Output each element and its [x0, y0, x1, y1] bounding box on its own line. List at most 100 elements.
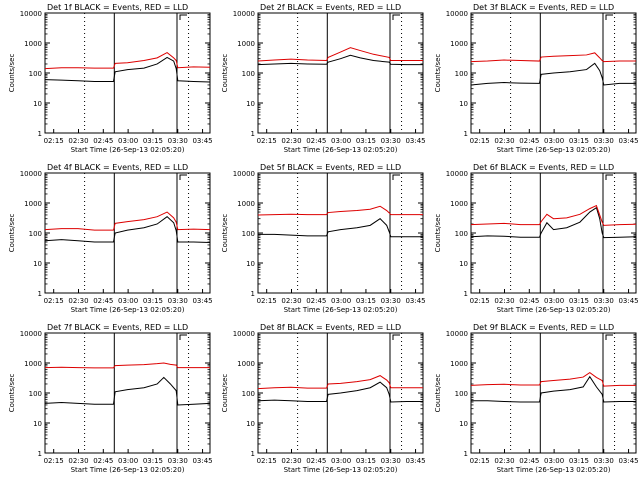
x-tick-label: 03:45 [192, 137, 212, 145]
x-tick-label: 03:30 [381, 457, 401, 465]
x-axis-label: Start Time (26-Sep-13 02:05:20) [284, 306, 398, 314]
y-tick-label: 10 [246, 100, 255, 108]
y-tick-label: 100 [242, 230, 255, 238]
x-tick-label: 03:30 [168, 137, 188, 145]
x-axis-label: Start Time (26-Sep-13 02:05:20) [71, 466, 185, 474]
y-tick-label: 10 [33, 100, 42, 108]
x-tick-label: 02:30 [68, 297, 88, 305]
y-axis-label: Counts/sec [221, 374, 229, 413]
y-tick-label: 1 [251, 290, 255, 298]
x-tick-label: 03:00 [331, 457, 351, 465]
y-axis-label: Counts/sec [434, 54, 442, 93]
x-tick-label: 02:15 [257, 297, 277, 305]
x-tick-label: 02:30 [494, 137, 514, 145]
y-tick-label: 10000 [20, 330, 42, 338]
x-tick-label: 03:00 [331, 137, 351, 145]
x-tick-label: 02:15 [44, 137, 64, 145]
x-tick-label: 03:30 [168, 297, 188, 305]
x-tick-label: 02:45 [93, 137, 113, 145]
x-tick-label: 02:30 [281, 137, 301, 145]
plot-frame [44, 332, 211, 454]
x-tick-label: 03:00 [544, 137, 564, 145]
events-series-line [470, 62, 636, 86]
events-series-line [257, 381, 423, 403]
x-axis-label: Start Time (26-Sep-13 02:05:20) [497, 306, 611, 314]
chart-title: Det 2f BLACK = Events, RED = LLD [260, 3, 401, 12]
y-tick-label: 1000 [450, 40, 468, 48]
x-tick-label: 02:15 [44, 457, 64, 465]
plot-frame [44, 172, 211, 294]
y-tick-label: 10000 [446, 10, 468, 18]
x-tick-label: 03:00 [544, 297, 564, 305]
y-tick-label: 100 [29, 390, 42, 398]
x-tick-label: 02:15 [257, 457, 277, 465]
y-tick-label: 10 [33, 420, 42, 428]
y-axis-label: Counts/sec [434, 374, 442, 413]
lld-series-line [257, 47, 423, 62]
y-tick-label: 10000 [446, 170, 468, 178]
corner-bracket-mark [179, 174, 187, 180]
events-series-line [470, 206, 637, 239]
x-tick-label: 03:45 [618, 457, 638, 465]
y-tick-label: 1 [464, 130, 468, 138]
chart-panel-2: Det 2f BLACK = Events, RED = LLD 1 10 100 10… [221, 3, 426, 154]
lld-series-line [257, 375, 423, 390]
y-tick-label: 100 [242, 390, 255, 398]
x-tick-label: 02:30 [494, 457, 514, 465]
x-axis-label: Start Time (26-Sep-13 02:05:20) [284, 146, 398, 154]
x-tick-label: 03:30 [381, 297, 401, 305]
events-series-line [44, 216, 211, 244]
x-tick-label: 02:30 [281, 457, 301, 465]
corner-bracket-mark [179, 14, 187, 20]
chart-panel-9: Det 9f BLACK = Events, RED = LLD 1 10 100 10… [434, 323, 639, 474]
lld-series-line [44, 51, 211, 70]
plot-frame [470, 332, 637, 454]
y-tick-label: 1000 [24, 200, 42, 208]
y-tick-label: 10 [246, 420, 255, 428]
x-tick-label: 02:45 [519, 457, 539, 465]
corner-bracket-mark [605, 174, 613, 180]
x-tick-label: 03:30 [594, 137, 614, 145]
chart-title: Det 5f BLACK = Events, RED = LLD [260, 163, 401, 172]
plot-frame [257, 172, 424, 294]
lld-series-line [44, 362, 210, 369]
x-tick-label: 03:45 [192, 297, 212, 305]
x-tick-label: 03:15 [356, 297, 376, 305]
chart-panel-7: Det 7f BLACK = Events, RED = LLD 1 10 100 10… [8, 323, 213, 474]
y-tick-label: 100 [455, 70, 468, 78]
x-tick-label: 03:30 [594, 297, 614, 305]
chart-panel-1: Det 1f BLACK = Events, RED = LLD 1 10 100 10… [8, 3, 213, 154]
chart-panel-5: Det 5f BLACK = Events, RED = LLD 1 10 100 10… [221, 163, 426, 314]
y-tick-label: 1000 [24, 360, 42, 368]
x-axis-label: Start Time (26-Sep-13 02:05:20) [71, 306, 185, 314]
x-tick-label: 03:15 [569, 457, 589, 465]
x-tick-label: 03:45 [618, 297, 638, 305]
chart-title: Det 9f BLACK = Events, RED = LLD [473, 323, 614, 332]
x-tick-label: 02:30 [68, 457, 88, 465]
y-tick-label: 1 [38, 290, 42, 298]
y-tick-label: 1 [251, 450, 255, 458]
events-series-line [471, 375, 636, 403]
y-tick-label: 1000 [237, 360, 255, 368]
chart-title: Det 8f BLACK = Events, RED = LLD [260, 323, 401, 332]
x-tick-label: 03:45 [405, 457, 425, 465]
corner-bracket-mark [392, 14, 400, 20]
y-tick-label: 1000 [237, 40, 255, 48]
plot-frame [257, 12, 424, 134]
x-tick-label: 03:45 [405, 297, 425, 305]
x-tick-label: 03:30 [381, 137, 401, 145]
y-tick-label: 1000 [450, 200, 468, 208]
x-axis-label: Start Time (26-Sep-13 02:05:20) [497, 466, 611, 474]
plot-frame [44, 12, 211, 134]
events-series-line [44, 376, 211, 406]
y-tick-label: 10000 [233, 10, 255, 18]
y-tick-label: 1000 [24, 40, 42, 48]
corner-bracket-mark [392, 334, 400, 340]
x-tick-label: 03:15 [143, 297, 163, 305]
corner-bracket-mark [605, 334, 613, 340]
y-tick-label: 1 [38, 450, 42, 458]
chart-panel-4: Det 4f BLACK = Events, RED = LLD 1 10 100 10… [8, 163, 213, 314]
y-tick-label: 100 [29, 70, 42, 78]
y-tick-label: 10 [459, 420, 468, 428]
lld-series-line [470, 204, 637, 226]
